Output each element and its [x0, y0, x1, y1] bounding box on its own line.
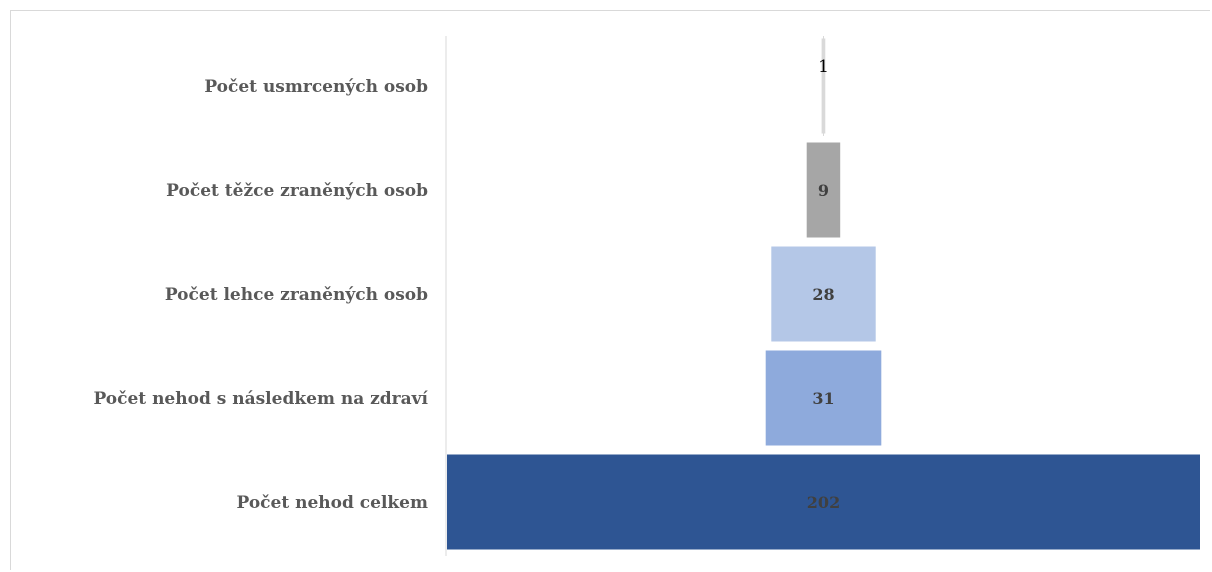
category-label-1: Počet nehod s následkem na zdraví	[93, 389, 428, 409]
value-labels-group: 202 31 28 9 1	[807, 57, 840, 512]
bar-0	[447, 454, 1200, 550]
category-labels-group: Počet nehod celkem Počet nehod s následke…	[93, 77, 428, 513]
bar-2	[771, 246, 876, 342]
bar-3	[806, 142, 841, 238]
category-label-3: Počet těžce zraněných osob	[166, 181, 428, 201]
category-label-0: Počet nehod celkem	[237, 493, 429, 513]
bar-1	[765, 350, 882, 446]
bar-4	[821, 38, 826, 134]
value-label-1: 31	[812, 389, 834, 408]
value-label-4: 1	[818, 57, 829, 77]
category-label-4: Počet usmrcených osob	[204, 77, 428, 97]
category-label-2: Počet lehce zraněných osob	[165, 285, 428, 305]
value-label-3: 9	[818, 181, 829, 200]
value-label-2: 28	[812, 285, 834, 304]
value-label-0: 202	[807, 493, 840, 512]
bars-group	[447, 38, 1200, 550]
